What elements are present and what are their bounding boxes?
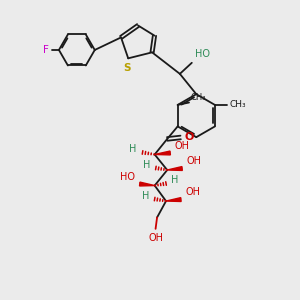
Polygon shape [155,151,170,155]
Text: OH: OH [186,156,201,166]
Text: CH₃: CH₃ [190,93,206,102]
Text: CH₃: CH₃ [229,100,246,109]
Polygon shape [140,182,155,186]
Polygon shape [166,198,181,202]
Polygon shape [167,167,182,170]
Text: OH: OH [185,187,200,197]
Text: H: H [171,175,178,185]
Text: F: F [43,45,49,55]
Text: HO: HO [195,49,210,59]
Text: HO: HO [120,172,135,182]
Text: OH: OH [174,141,189,151]
Text: H: H [142,191,150,201]
Text: OH: OH [148,233,163,243]
Text: S: S [123,63,130,73]
Text: H: H [143,160,151,170]
Text: H: H [129,144,136,154]
Text: O: O [185,132,194,142]
